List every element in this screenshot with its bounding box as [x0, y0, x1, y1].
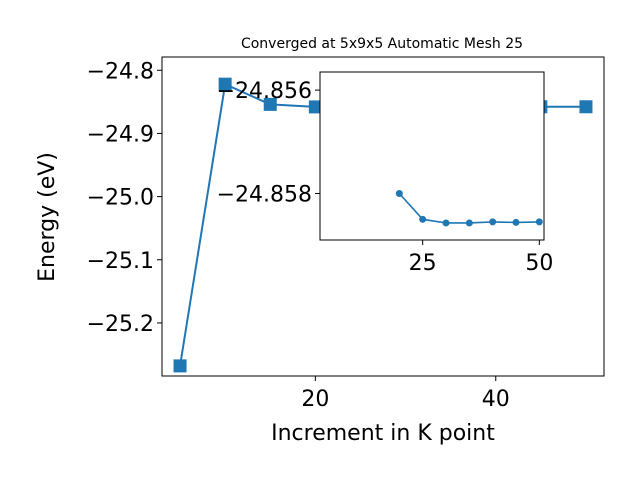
- main-x-tick-label: 20: [301, 387, 329, 412]
- inset-data-point: [489, 218, 497, 226]
- inset-data-point: [442, 219, 450, 227]
- inset-x-tick-label: 25: [409, 251, 437, 276]
- main-y-tick-label: −24.9: [87, 122, 154, 147]
- main-x-tick-label: 40: [482, 387, 510, 412]
- main-plot-frame: [161, 56, 605, 377]
- inset-background: [320, 72, 544, 240]
- inset-data-point: [395, 189, 403, 197]
- inset-data-point: [465, 219, 473, 227]
- main-y-tick-label: −24.8: [87, 59, 154, 84]
- main-y-tick-label: −25.1: [87, 249, 154, 274]
- main-data-point: [308, 100, 322, 114]
- main-data-point: [218, 77, 232, 91]
- inset-y-tick-label: −24.856: [217, 79, 312, 104]
- main-y-tick-label: −25.0: [87, 186, 154, 211]
- inset-plot-frame: [319, 71, 545, 241]
- main-data-point: [579, 100, 593, 114]
- chart-title: Converged at 5x9x5 Automatic Mesh 25: [241, 36, 523, 52]
- x-axis-label: Increment in K point: [271, 421, 495, 446]
- main-data-point: [263, 97, 277, 111]
- main-data-point: [173, 359, 187, 373]
- main-y-tick-label: −25.2: [87, 312, 154, 337]
- inset-data-point: [535, 218, 543, 226]
- inset-data-point: [512, 218, 520, 226]
- y-axis-label: Energy (eV): [35, 152, 60, 282]
- inset-x-tick-label: 50: [525, 251, 553, 276]
- inset-y-tick-label: −24.858: [217, 182, 312, 207]
- inset-data-point: [419, 215, 427, 223]
